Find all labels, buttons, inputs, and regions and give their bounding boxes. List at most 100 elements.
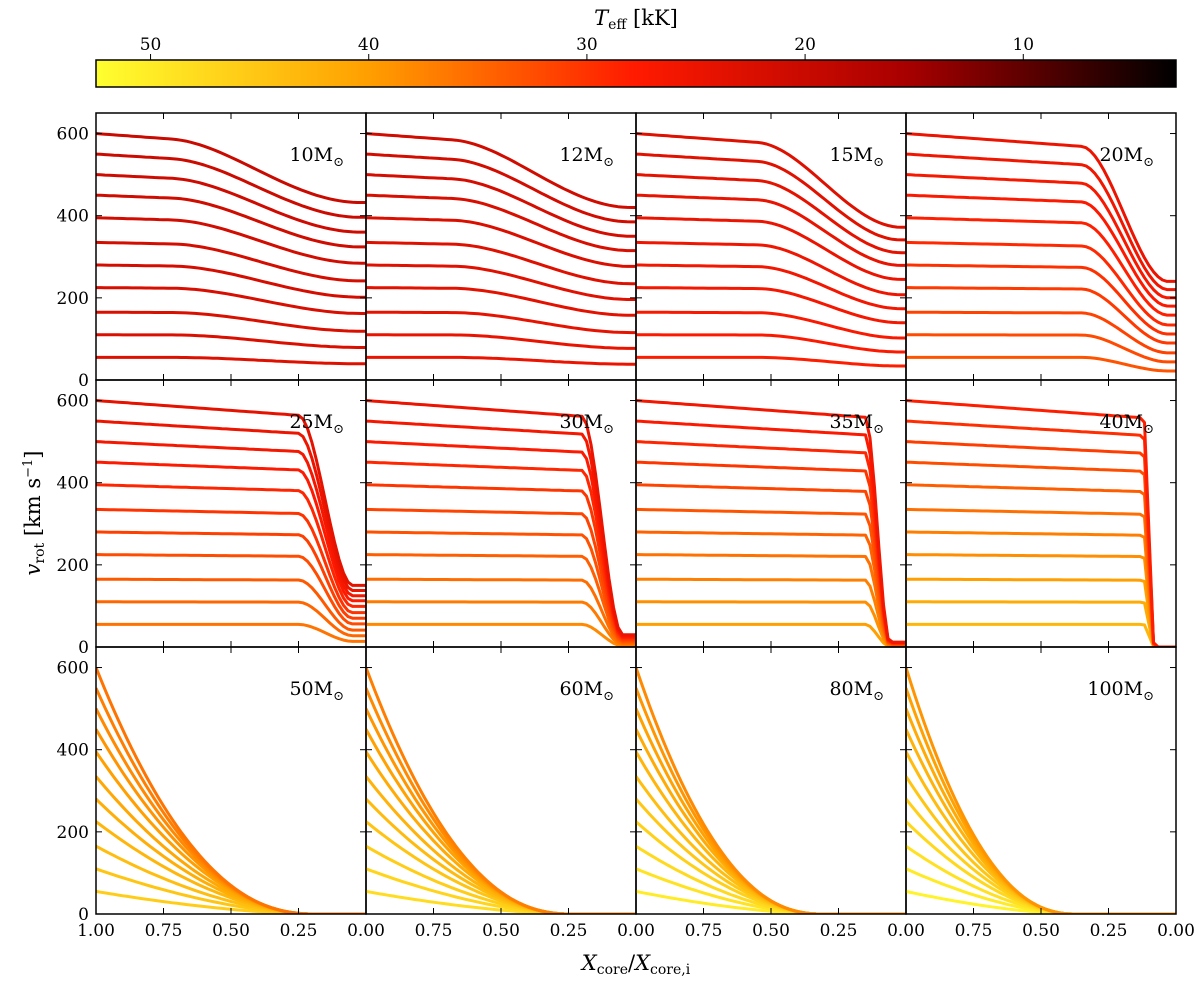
panel-label-sun-symbol: ⊙ [603,422,614,437]
y-tick-label: 0 [78,905,89,925]
panel-100msun: 0.75 0.50 0.25 0.00 100M⊙ [905,646,1195,941]
series-line-v165 [906,310,1176,355]
series-line-v335 [366,240,636,286]
series-line-v395 [366,216,636,268]
panel-curves [366,399,636,647]
panel-10msun: 0 200 400 600 10M⊙ [57,112,367,391]
series-line-v600 [636,399,906,644]
series-line-v600 [906,399,1176,647]
series-line-v110 [366,867,636,914]
series-line-v395 [96,483,366,608]
panel-40msun: 40M⊙ [905,379,1177,648]
series-line-v550 [366,419,636,638]
series-line-v450 [366,460,636,640]
series-line-v500 [906,708,1176,914]
series-line-v600 [636,667,906,914]
series-line-v55 [366,622,636,647]
y-axis-label-sub: rot [32,542,48,563]
panel-label-mass: 20M [1099,144,1143,166]
panel-label: 60M⊙ [559,678,614,704]
series-line-v335 [366,775,636,914]
series-line-v110 [96,600,366,638]
colorbar-label-sub: eff [608,17,627,33]
panel-60msun: 0.75 0.50 0.25 0.00 60M⊙ [365,646,655,941]
series-line-v110 [96,333,366,349]
y-tick-label: 400 [57,741,89,761]
panel-35msun: 35M⊙ [635,379,907,648]
series-line-v280 [906,530,1176,647]
panel-curves [96,666,366,914]
colorbar-label: Teff [kK] [594,6,678,33]
panel-label-sun-symbol: ⊙ [873,155,884,170]
series-line-v335 [906,240,1176,327]
series-line-v335 [96,775,366,914]
series-line-v55 [906,355,1176,373]
series-line-v450 [636,193,906,267]
panel-curves [906,399,1176,647]
series-line-v165 [636,844,906,914]
panel-label-mass: 30M [559,411,603,433]
series-line-v225 [636,286,906,325]
panel-label-mass: 35M [829,411,873,433]
panel-label-mass: 15M [829,144,873,166]
panel-curves [96,132,366,366]
panel-50msun: 0 200 400 600 1.00 0.75 0.50 0.25 0.00 50M⊙ [57,646,385,941]
series-line-v280 [636,530,906,647]
panel-label-sun-symbol: ⊙ [1143,422,1154,437]
series-line-v500 [96,440,366,598]
series-line-v165 [366,310,636,335]
y-axis-label-close: ] [21,451,45,459]
y-tick-label: 200 [57,289,89,309]
series-line-v450 [636,460,906,645]
series-line-v55 [636,355,906,368]
colorbar-label-unit: [kK] [626,6,677,30]
x-tick-label: 0.50 [212,921,250,941]
series-line-v500 [906,173,1176,300]
series-line-v280 [906,263,1176,336]
x-axis-label-sub1: core [597,962,628,978]
y-tick-label: 600 [57,125,89,145]
series-line-v335 [96,240,366,283]
series-line-v55 [906,622,1176,647]
panel-label: 40M⊙ [1099,411,1154,437]
series-line-v550 [96,419,366,592]
series-line-v550 [636,152,906,242]
panel-label-mass: 50M [289,678,333,700]
x-tick-label: 1.00 [77,921,115,941]
series-line-v165 [96,310,366,333]
y-tick-label: 600 [57,659,89,679]
panel-curves [636,667,906,914]
series-line-v55 [636,622,906,647]
series-line-v335 [636,507,906,646]
series-line-v165 [636,577,906,647]
series-line-v600 [366,399,636,637]
panel-label-sun-symbol: ⊙ [603,155,614,170]
series-line-v335 [636,775,906,914]
panel-curves [906,667,1176,914]
panel-label: 15M⊙ [829,144,884,170]
series-line-v165 [96,577,366,632]
y-axis-label-exp: −1 [21,459,36,478]
colorbar-tick-label: 30 [576,35,598,55]
series-line-v280 [96,797,366,914]
series-line-v450 [96,193,366,249]
x-tick-label: 0.00 [1157,921,1195,941]
panel-30msun: 30M⊙ [365,379,637,648]
colorbar-tick-label: 10 [1012,35,1034,55]
series-line-v280 [366,530,636,643]
y-tick-label: 200 [57,556,89,576]
series-line-v110 [906,333,1176,364]
series-line-v335 [636,240,906,297]
panel-label-sun-symbol: ⊙ [1143,689,1154,704]
series-line-v280 [96,263,366,299]
panel-label-sun-symbol: ⊙ [873,422,884,437]
series-line-v550 [906,152,1176,292]
y-tick-label: 0 [78,638,89,658]
series-line-v550 [96,152,366,219]
panel-label-mass: 100M [1087,678,1143,700]
series-line-v280 [366,263,636,301]
panel-curves [96,399,366,643]
panel-label-sun-symbol: ⊙ [1143,155,1154,170]
colorbar-tick-label: 20 [794,35,816,55]
series-line-v600 [96,132,366,204]
